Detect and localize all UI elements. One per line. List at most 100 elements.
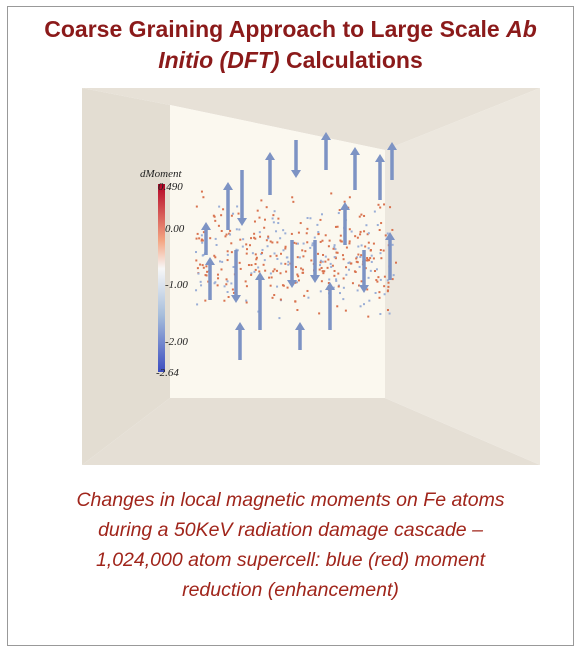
atom <box>358 215 361 218</box>
atom <box>226 280 229 283</box>
atom <box>284 232 287 235</box>
atom <box>355 260 358 263</box>
atom <box>333 246 336 249</box>
atom <box>364 267 367 270</box>
atom <box>357 253 360 256</box>
atom <box>366 288 369 291</box>
atom <box>254 237 257 240</box>
atom <box>356 261 359 264</box>
atom <box>328 239 331 242</box>
atom <box>355 257 358 260</box>
atom <box>306 227 309 230</box>
atom <box>279 272 282 275</box>
atom <box>337 285 340 288</box>
atom <box>372 257 375 260</box>
atom <box>246 248 249 251</box>
atom <box>222 208 225 211</box>
atom <box>362 303 365 306</box>
atom <box>348 268 351 271</box>
atom <box>231 288 234 291</box>
caption-line: during a 50KeV radiation damage cascade … <box>98 519 483 541</box>
atom <box>284 262 287 265</box>
atom <box>275 254 278 257</box>
atom <box>341 254 344 257</box>
atom <box>388 312 391 315</box>
atom <box>223 299 226 302</box>
atom <box>347 262 350 265</box>
atom <box>273 210 276 213</box>
atom <box>386 309 389 312</box>
atom <box>319 264 322 267</box>
atom <box>379 313 382 316</box>
atom <box>213 254 216 257</box>
atom <box>321 260 324 263</box>
atom <box>332 247 335 250</box>
atom <box>284 247 287 250</box>
atom <box>383 285 386 288</box>
arrow <box>321 132 331 170</box>
atom <box>254 263 257 266</box>
atom <box>287 263 290 266</box>
arrow <box>201 222 211 255</box>
atom <box>279 298 282 301</box>
atom <box>195 251 198 254</box>
atom <box>199 280 202 283</box>
atom <box>319 290 322 293</box>
atom <box>322 253 325 256</box>
atom <box>359 233 362 236</box>
title-text: Calculations <box>279 47 423 73</box>
atom <box>297 275 300 278</box>
atom <box>232 212 235 215</box>
colorbar <box>158 184 165 372</box>
atom <box>299 222 302 225</box>
atom <box>379 252 382 255</box>
atom <box>343 200 346 203</box>
atom <box>285 270 288 273</box>
atom <box>306 217 309 220</box>
atom <box>387 285 390 288</box>
arrow <box>359 250 369 293</box>
atom <box>269 284 272 287</box>
arrow <box>385 232 395 280</box>
atom <box>316 223 319 226</box>
atom <box>354 270 357 273</box>
atom <box>202 231 205 234</box>
atom <box>338 209 341 212</box>
atom <box>282 249 285 252</box>
atom <box>253 270 256 273</box>
atom <box>348 240 351 243</box>
atom <box>250 237 253 240</box>
atom <box>342 258 345 261</box>
atom <box>263 218 266 221</box>
atom <box>327 258 330 261</box>
atom <box>319 240 322 243</box>
atom <box>320 213 323 216</box>
atom <box>318 312 321 315</box>
atom <box>375 268 378 271</box>
atom <box>296 309 299 312</box>
atom <box>226 253 229 256</box>
atom <box>272 214 275 217</box>
atom <box>267 237 270 240</box>
arrow <box>265 152 275 195</box>
atom <box>256 209 259 212</box>
atom <box>363 214 366 217</box>
atom <box>307 296 310 299</box>
atom <box>207 280 210 283</box>
atom <box>271 217 274 220</box>
atom <box>205 265 208 268</box>
atom <box>379 278 382 281</box>
atom <box>305 232 308 235</box>
atom <box>378 229 381 232</box>
atom <box>391 243 394 246</box>
atom <box>280 262 283 265</box>
atom <box>204 274 207 277</box>
atom <box>342 286 345 289</box>
atom <box>216 273 219 276</box>
atom <box>380 222 383 225</box>
atom <box>378 291 381 294</box>
atom <box>271 296 274 299</box>
atom <box>258 270 261 273</box>
box-back <box>170 105 385 398</box>
atom <box>322 272 325 275</box>
